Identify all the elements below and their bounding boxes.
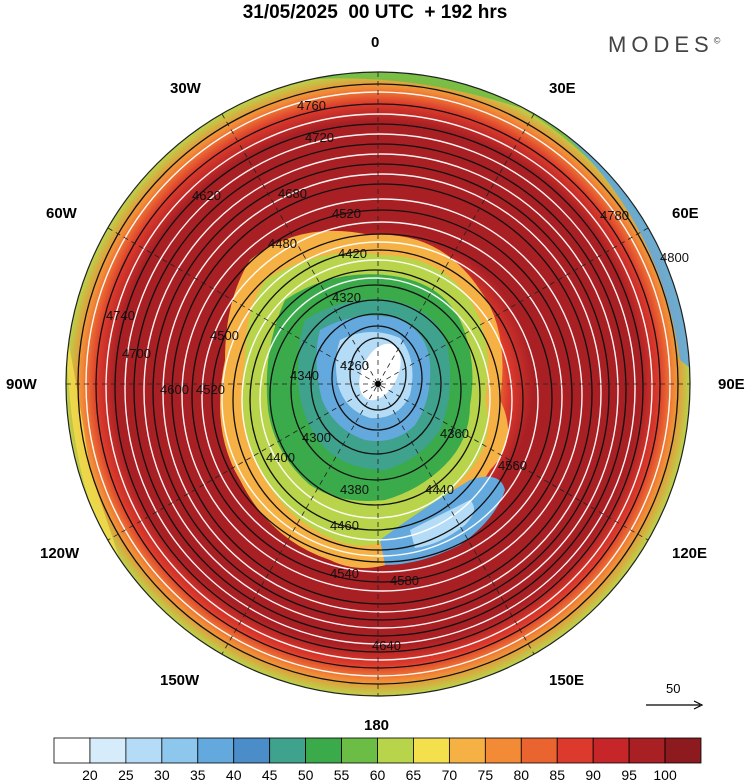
contour-label: 4500 <box>210 328 239 343</box>
contour-label: 4520 <box>332 206 361 221</box>
lon-label-60e: 60E <box>672 205 699 222</box>
vector-scale: 50 <box>646 681 704 710</box>
contour-label: 4640 <box>372 638 401 653</box>
lon-label-30w: 30W <box>170 80 201 97</box>
graticule <box>66 72 690 696</box>
contour-label: 4780 <box>600 208 629 223</box>
contour-label: 4340 <box>290 368 319 383</box>
contour-label: 4800 <box>660 250 689 265</box>
brand-mark: © <box>713 35 721 46</box>
contour-label: 4440 <box>425 482 454 497</box>
contour-label: 4300 <box>302 430 331 445</box>
lon-label-120w: 120W <box>40 545 80 562</box>
contour-label: 4620 <box>192 188 221 203</box>
contour-label: 4520 <box>196 382 225 397</box>
lon-label-30e: 30E <box>549 80 576 97</box>
contour-label: 4380 <box>340 482 369 497</box>
contour-label: 4680 <box>278 186 307 201</box>
contour-label: 4460 <box>330 518 359 533</box>
contour-label: 4700 <box>122 346 151 361</box>
contour-label: 4580 <box>390 573 419 588</box>
lon-label-120e: 120E <box>672 545 708 562</box>
map-border <box>65 71 691 697</box>
lon-label-150e: 150E <box>549 672 585 689</box>
contour-label: 4260 <box>340 358 369 373</box>
contour-label: 4420 <box>338 246 367 261</box>
lon-label-90e: 90E <box>718 376 745 393</box>
contour-label: 4740 <box>106 308 135 323</box>
vector-scale-label: 50 <box>666 681 680 696</box>
map-title: 31/05/2025 00 UTC + 192 hrs <box>242 2 508 23</box>
lon-label-150w: 150W <box>160 672 200 689</box>
contour-label: 4600 <box>160 382 189 397</box>
lon-label-0: 0 <box>371 34 380 51</box>
lon-label-60w: 60W <box>46 205 77 222</box>
pole-marker <box>375 381 381 387</box>
contour-label: 4480 <box>268 236 297 251</box>
brand-text: MODES <box>608 32 714 57</box>
brand-logo: MODES© <box>608 32 720 58</box>
lon-label-180: 180 <box>364 717 390 734</box>
contour-label: 4540 <box>330 566 359 581</box>
lon-label-90w: 90W <box>6 376 37 393</box>
contour-label: 4720 <box>305 130 334 145</box>
contour-label: 4320 <box>332 290 361 305</box>
contour-label: 4760 <box>297 98 326 113</box>
contour-label: 4360 <box>440 426 469 441</box>
contour-label: 4400 <box>266 450 295 465</box>
contour-label: 4560 <box>498 458 527 473</box>
contour-label-group: 4760 4720 4680 4620 4520 4480 4420 4320 … <box>106 98 689 653</box>
